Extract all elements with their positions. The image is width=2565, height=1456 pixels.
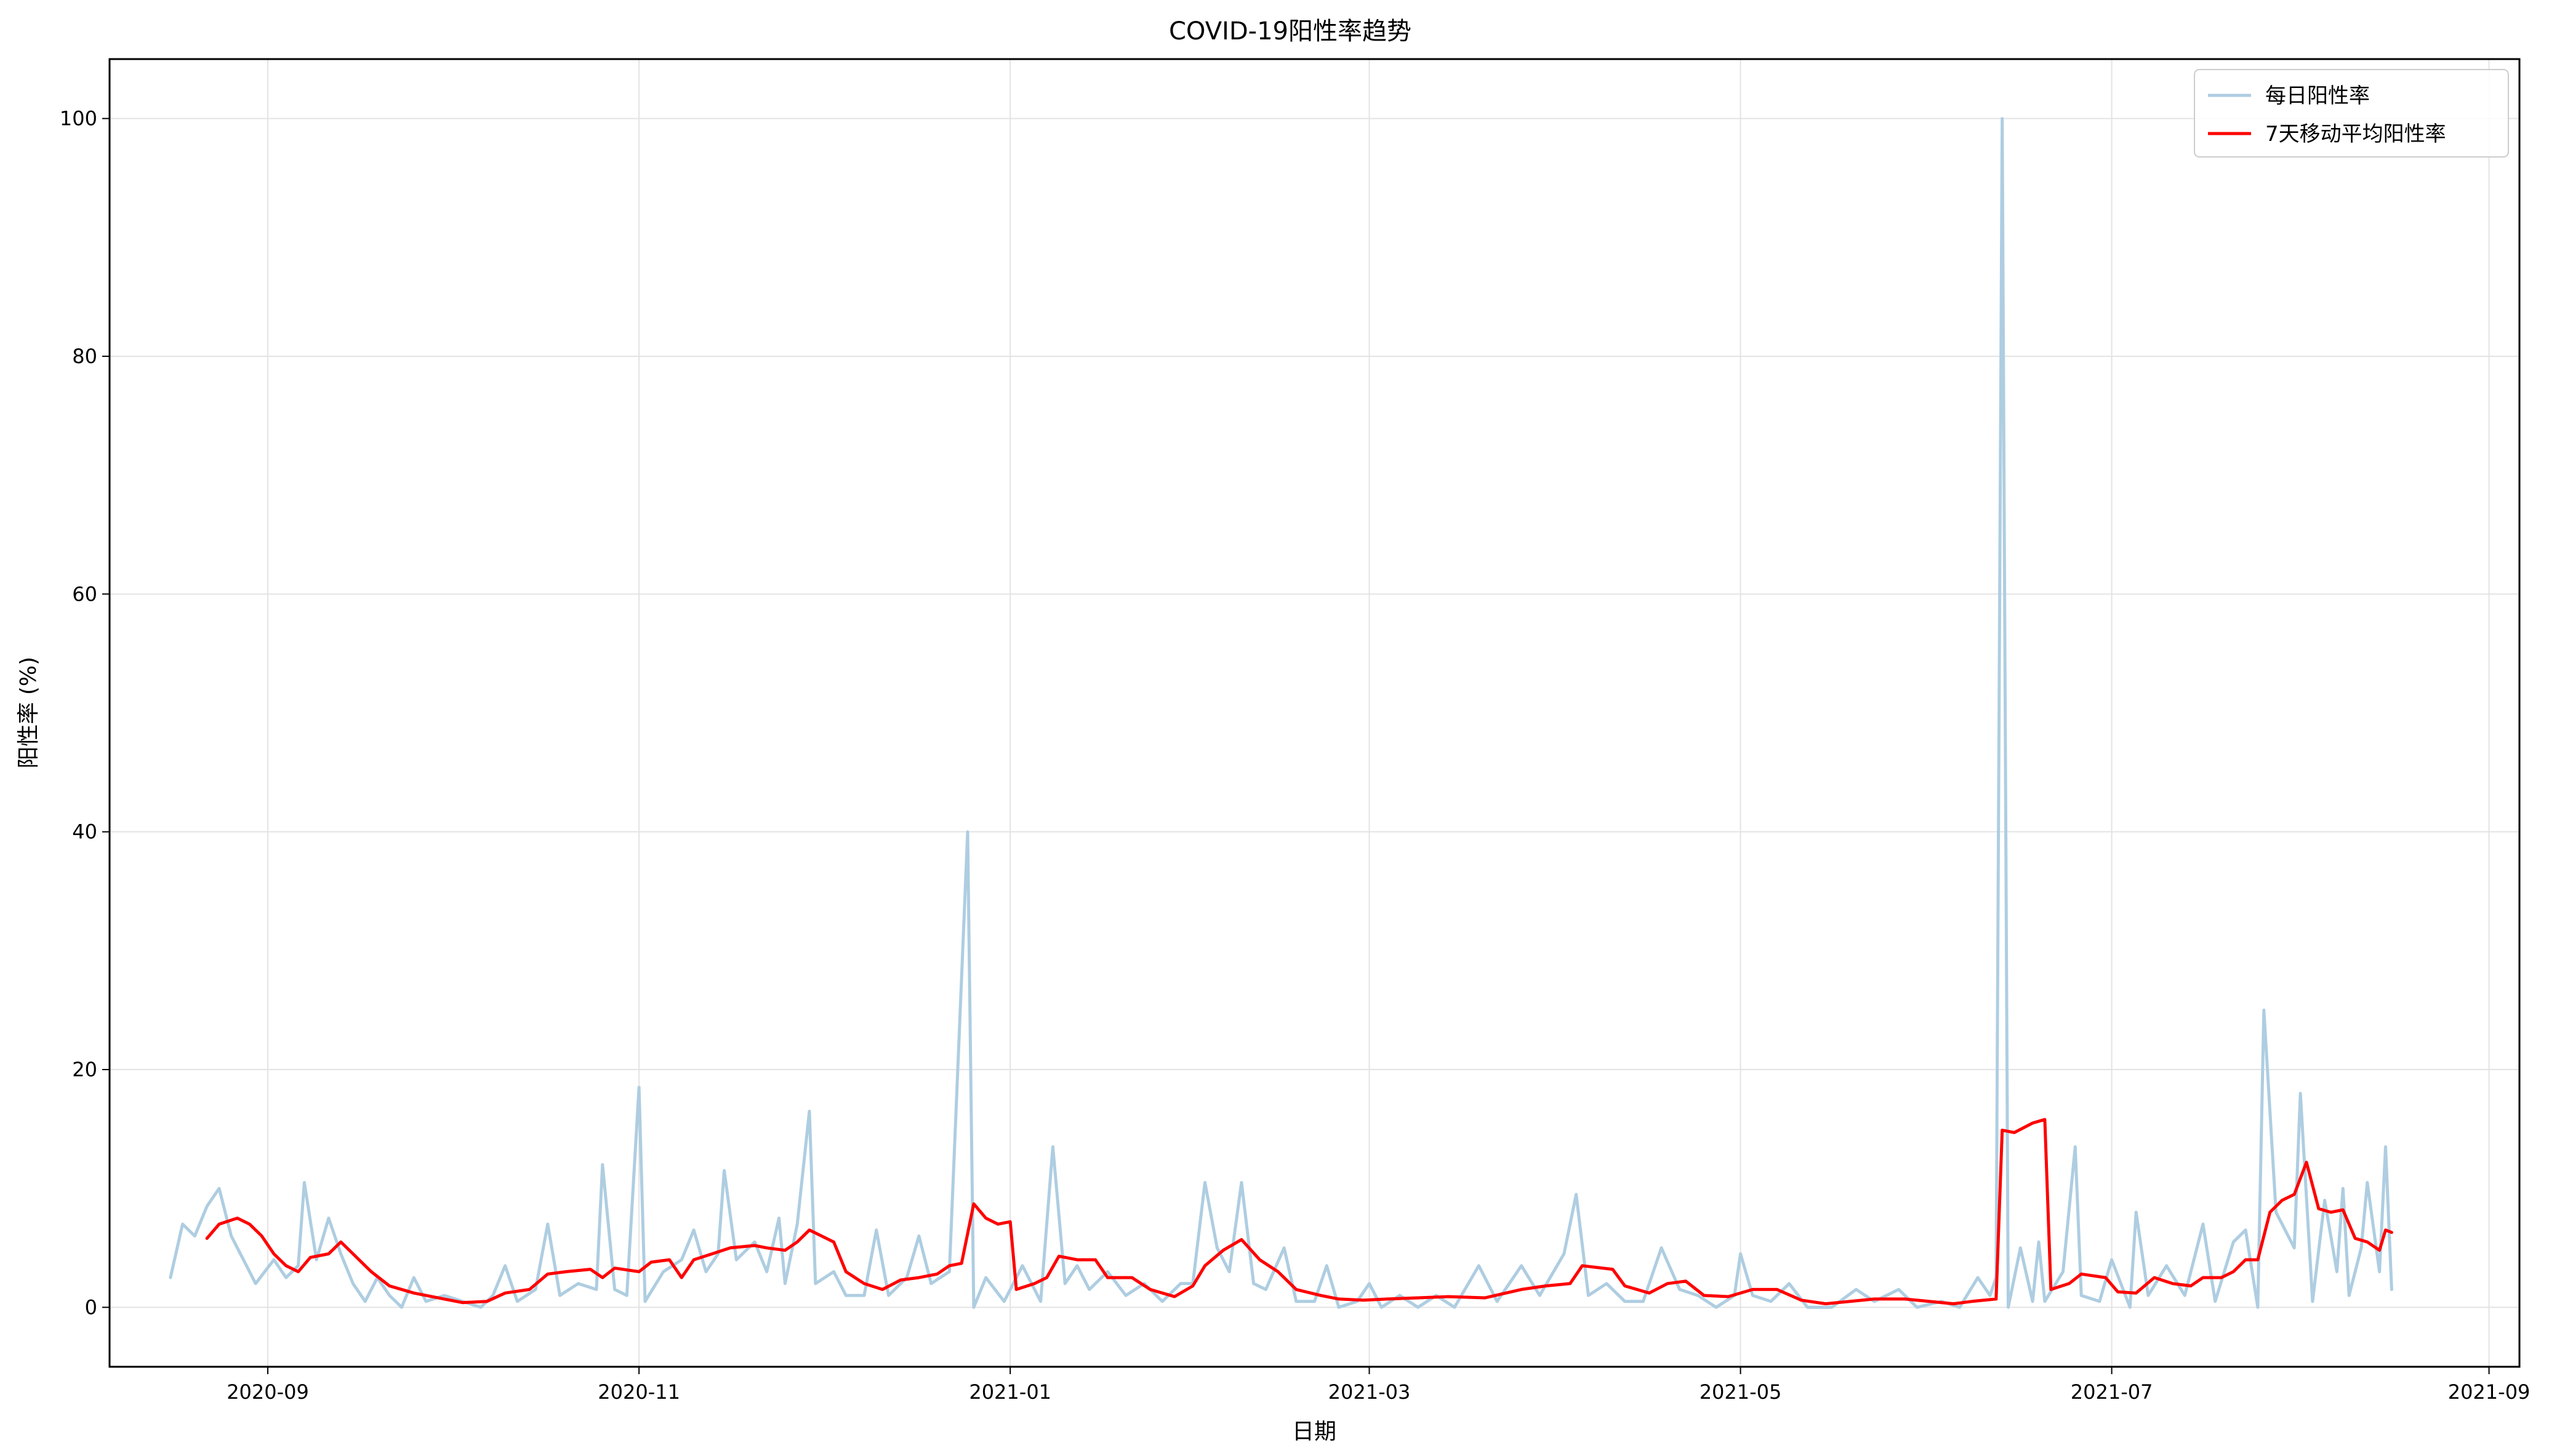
y-tick-label: 80 (72, 345, 97, 368)
x-tick-label: 2020-11 (598, 1380, 680, 1404)
x-tick-label: 2021-09 (2448, 1380, 2531, 1404)
x-tick-label: 2021-03 (1328, 1380, 1411, 1404)
y-tick-label: 60 (72, 582, 97, 606)
legend: 每日阳性率 7天移动平均阳性率 (2194, 69, 2509, 158)
legend-box (2194, 69, 2509, 158)
x-axis: 2020-09 2020-11 2021-01 2021-03 2021-05 2021-… (227, 1367, 2530, 1404)
legend-label-daily: 每日阳性率 (2265, 84, 2370, 108)
y-axis: 0 20 40 60 80 100 (60, 107, 110, 1319)
x-tick-label: 2021-01 (969, 1380, 1051, 1404)
y-axis-label: 阳性率 (%) (16, 657, 41, 769)
x-tick-label: 2021-05 (1700, 1380, 1782, 1404)
axes-frame (108, 58, 2521, 1368)
plot-area (169, 117, 2393, 1309)
x-tick-label: 2020-09 (227, 1380, 309, 1404)
seven-day-average-line (205, 1118, 2393, 1306)
grid-lines (110, 59, 2519, 1367)
y-tick-label: 100 (60, 107, 97, 130)
x-tick-label: 2021-07 (2071, 1380, 2153, 1404)
x-axis-label: 日期 (1292, 1419, 1336, 1444)
y-tick-label: 20 (72, 1058, 97, 1081)
y-tick-label: 0 (85, 1295, 97, 1319)
chart-title: COVID-19阳性率趋势 (1169, 17, 1411, 46)
daily-positivity-line (169, 117, 2393, 1309)
legend-label-7day-average: 7天移动平均阳性率 (2265, 122, 2446, 146)
y-tick-label: 40 (72, 820, 97, 844)
